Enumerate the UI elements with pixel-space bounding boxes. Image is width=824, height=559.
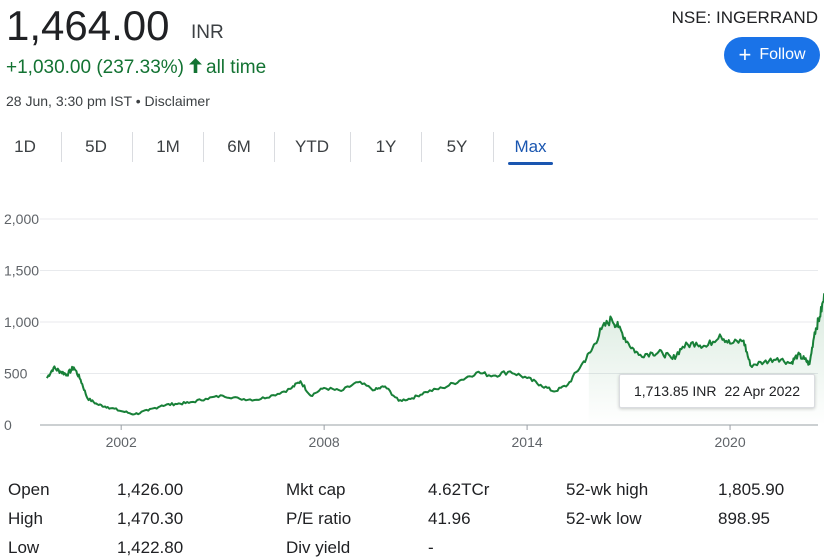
- tab-ytd[interactable]: YTD: [295, 137, 329, 156]
- tooltip-date: 22 Apr 2022: [724, 383, 800, 399]
- y-tick-label: 500: [4, 366, 28, 382]
- stat-label-div-yield: Div yield: [286, 538, 351, 557]
- stat-label-52wk-high: 52-wk high: [566, 480, 649, 499]
- stat-value-52wk-low: 898.95: [718, 509, 770, 528]
- tab-divider: [132, 132, 133, 162]
- price-line: [45, 293, 824, 416]
- follow-button[interactable]: + Follow: [724, 37, 820, 73]
- stat-value-high: 1,470.30: [117, 509, 184, 528]
- plus-icon: +: [738, 42, 752, 67]
- tab-max[interactable]: Max: [508, 130, 553, 165]
- x-tick-label: 2020: [714, 434, 745, 450]
- stat-value-div-yield: -: [428, 538, 434, 557]
- current-price: 1,464.00: [6, 2, 170, 49]
- tab-1y[interactable]: 1Y: [375, 137, 397, 156]
- x-tick-label: 2008: [309, 434, 340, 450]
- tab-divider: [61, 132, 62, 162]
- x-tick-label: 2014: [512, 434, 543, 450]
- price-change: +1,030.00 (237.33%) all time: [6, 57, 266, 79]
- change-period: all time: [206, 57, 267, 78]
- follow-label: Follow: [759, 46, 806, 63]
- bullet-separator: •: [135, 93, 145, 109]
- x-axis-labels: 2002 2008 2014 2020: [106, 434, 746, 450]
- ticker-symbol: NSE: INGERRAND: [671, 8, 818, 27]
- range-tabs: 1D 5D 1M 6M YTD 1Y 5Y Max: [0, 130, 560, 166]
- stat-label-52wk-low: 52-wk low: [566, 509, 642, 528]
- timestamp: 28 Jun, 3:30 pm IST: [6, 93, 132, 109]
- stat-label-mkt-cap: Mkt cap: [286, 480, 346, 499]
- stat-value-low: 1,422.80: [117, 538, 184, 557]
- y-tick-label: 1,000: [4, 314, 39, 330]
- currency-label: INR: [191, 22, 224, 43]
- timestamp-line: 28 Jun, 3:30 pm IST • Disclaimer: [6, 93, 210, 109]
- tab-5y[interactable]: 5Y: [446, 137, 468, 156]
- y-tick-label: 2,000: [4, 211, 39, 227]
- stat-label-pe-ratio: P/E ratio: [286, 509, 352, 528]
- stat-label-open: Open: [8, 480, 50, 499]
- tab-5d[interactable]: 5D: [85, 137, 107, 156]
- stat-label-low: Low: [8, 538, 40, 557]
- price-chart[interactable]: 0 500 1,000 1,500 2,000 2002 2008 2014 2020: [0, 200, 824, 465]
- tab-divider: [493, 132, 494, 162]
- tab-divider: [203, 132, 204, 162]
- tab-divider: [421, 132, 422, 162]
- chart-tooltip: 1,713.85 INR 22 Apr 2022: [619, 374, 815, 408]
- y-axis-labels: 0 500 1,000 1,500 2,000: [4, 211, 39, 433]
- tab-divider: [274, 132, 275, 162]
- tab-divider: [350, 132, 351, 162]
- stat-value-52wk-high: 1,805.90: [718, 480, 785, 499]
- tab-6m[interactable]: 6M: [227, 137, 251, 156]
- x-tick-label: 2002: [106, 434, 137, 450]
- disclaimer-link[interactable]: Disclaimer: [144, 93, 210, 109]
- stat-value-mkt-cap: 4.62TCr: [428, 480, 490, 499]
- y-tick-label: 1,500: [4, 263, 39, 279]
- stat-label-high: High: [8, 509, 43, 528]
- tab-1m[interactable]: 1M: [156, 137, 180, 156]
- change-value: +1,030.00 (237.33%): [6, 57, 184, 78]
- arrow-up-icon: [189, 57, 202, 79]
- tab-1d[interactable]: 1D: [14, 137, 36, 156]
- stat-value-open: 1,426.00: [117, 480, 184, 499]
- stat-value-pe-ratio: 41.96: [428, 509, 471, 528]
- y-tick-label: 0: [4, 417, 12, 433]
- tooltip-value: 1,713.85 INR: [633, 383, 717, 399]
